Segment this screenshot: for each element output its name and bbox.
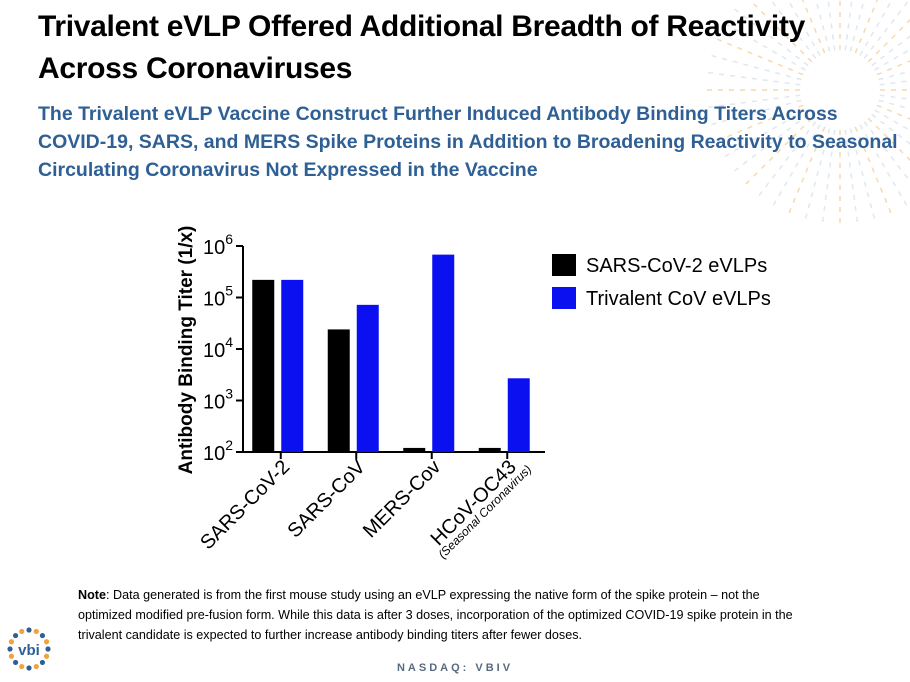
page-title: Trivalent eVLP Offered Additional Breadt… [38,10,806,85]
bar-mers-cov-series-2 [432,254,455,452]
page-subtitle: The Trivalent eVLP Vaccine Construct Fur… [38,103,898,181]
x-tick-label: SARS-CoV [283,456,370,543]
bar-mers-cov-series-1 [403,447,426,452]
legend-label-2: Trivalent CoV eVLPs [586,288,771,310]
footer-ticker: NASDAQ: VBIV [396,662,514,674]
note-line-2: optimized modified pre-fusion form. Whil… [78,608,793,622]
y-tick-label: 106 [203,231,233,259]
note-label: Note [78,588,106,602]
bar-hcov-oc43-series-2 [507,378,530,452]
x-tick-label: SARS-CoV-2 [196,456,294,554]
bar-sars-cov-series-1 [327,329,350,452]
y-tick-label: 103 [203,386,233,414]
footnote: Note: Data generated is from the first m… [78,585,910,645]
legend-swatch-2 [552,287,576,309]
y-tick-label: 105 [203,283,233,311]
logo-text: vbi [18,642,40,659]
vbi-logo: vbi [7,627,51,671]
note-line-1: : Data generated is from the first mouse… [106,588,760,602]
bar-hcov-oc43-series-1 [478,447,501,452]
y-tick-label: 102 [203,437,233,465]
bar-sars-cov-2-series-2 [281,279,304,452]
y-tick-label: 104 [203,334,233,362]
y-axis-label: Antibody Binding Titer (1/x) [176,226,197,475]
legend-label-1: SARS-CoV-2 eVLPs [586,255,767,277]
legend-swatch-1 [552,254,576,276]
bar-sars-cov-series-2 [356,304,379,452]
note-line-3: trivalent candidate is expected to furth… [78,628,583,642]
bar-sars-cov-2-series-1 [252,279,275,452]
